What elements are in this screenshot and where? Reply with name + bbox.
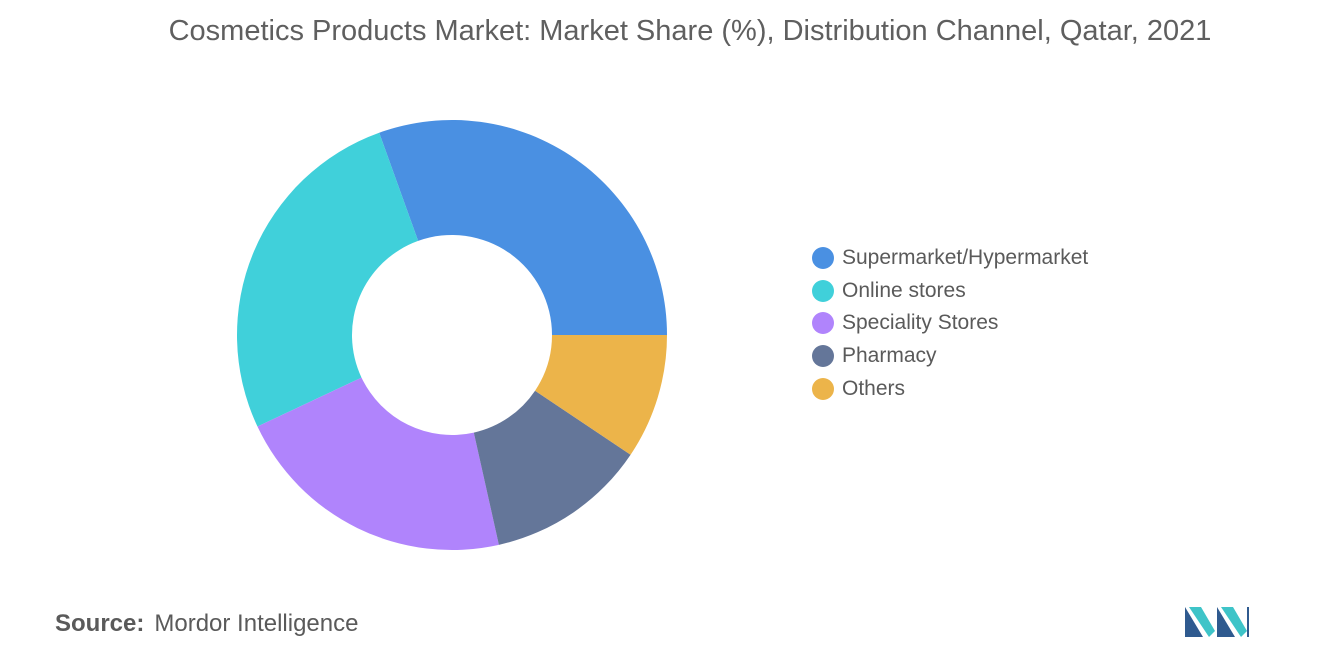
legend-swatch [812,312,834,335]
donut-slice-speciality-stores [257,377,499,550]
legend-swatch [812,345,834,368]
donut-slice-others [535,335,667,455]
mordor-intelligence-logo-icon [1185,607,1249,637]
legend-item-online-stores: Online stores [812,275,1088,308]
legend-item-others: Others [812,372,1088,405]
legend-item-supermarket-hypermarket: Supermarket/Hypermarket [812,242,1088,275]
legend-label: Supermarket/Hypermarket [842,246,1089,270]
donut-slice-online-stores [237,132,419,427]
chart-title: Cosmetics Products Market: Market Share … [168,15,1212,47]
legend-swatch [812,279,834,302]
legend-label: Online stores [842,278,966,302]
legend-item-pharmacy: Pharmacy [812,340,1088,373]
legend-label: Speciality Stores [842,311,999,335]
chart-legend: Supermarket/Hypermarket Online stores Spec… [812,242,1088,405]
legend-label: Pharmacy [842,344,937,368]
legend-swatch [812,247,834,270]
legend-label: Others [842,376,906,400]
source-note: Source: Mordor Intelligence [55,610,358,638]
source-value: Mordor Intelligence [154,610,359,637]
donut-slice-supermarket-hypermarket [379,119,667,335]
source-label: Source: [55,610,145,637]
donut-slice-pharmacy [473,390,631,545]
legend-swatch [812,377,834,400]
legend-item-speciality-stores: Speciality Stores [812,307,1088,340]
